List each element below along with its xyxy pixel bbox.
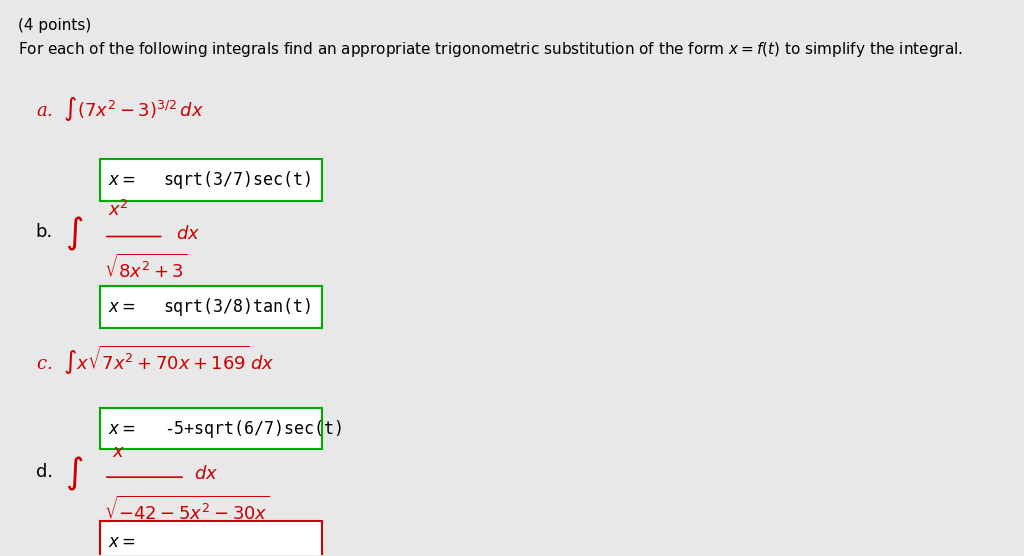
- Text: $x^2$: $x^2$: [109, 200, 129, 220]
- Text: d.: d.: [36, 463, 52, 481]
- FancyBboxPatch shape: [99, 286, 322, 328]
- Text: $\int$: $\int$: [66, 215, 84, 253]
- Text: $x$: $x$: [113, 443, 126, 460]
- Text: $\int$: $\int$: [66, 455, 84, 494]
- Text: a.  $\int (7x^2-3)^{3/2}\, dx$: a. $\int (7x^2-3)^{3/2}\, dx$: [36, 96, 204, 123]
- Text: (4 points): (4 points): [18, 18, 92, 33]
- Text: $x =$: $x =$: [109, 420, 136, 438]
- Text: $x =$: $x =$: [109, 171, 136, 189]
- FancyBboxPatch shape: [99, 159, 322, 201]
- Text: sqrt(3/7)sec(t): sqrt(3/7)sec(t): [164, 171, 313, 189]
- Text: c.  $\int x\sqrt{7x^2 + 70x + 169}\, dx$: c. $\int x\sqrt{7x^2 + 70x + 169}\, dx$: [36, 344, 274, 378]
- Text: For each of the following integrals find an appropriate trigonometric substituti: For each of the following integrals find…: [18, 40, 964, 59]
- FancyBboxPatch shape: [99, 522, 322, 556]
- Text: sqrt(3/8)tan(t): sqrt(3/8)tan(t): [164, 298, 313, 316]
- Text: $x =$: $x =$: [109, 533, 136, 551]
- Text: $dx$: $dx$: [194, 465, 218, 483]
- Text: $\sqrt{-42-5x^2-30x}$: $\sqrt{-42-5x^2-30x}$: [103, 495, 269, 524]
- Text: b.: b.: [36, 222, 53, 241]
- Text: $\sqrt{8x^2+3}$: $\sqrt{8x^2+3}$: [103, 253, 187, 281]
- Text: $dx$: $dx$: [176, 225, 201, 243]
- FancyBboxPatch shape: [99, 408, 322, 449]
- Text: -5+sqrt(6/7)sec(t): -5+sqrt(6/7)sec(t): [164, 420, 344, 438]
- Text: $x =$: $x =$: [109, 298, 136, 316]
